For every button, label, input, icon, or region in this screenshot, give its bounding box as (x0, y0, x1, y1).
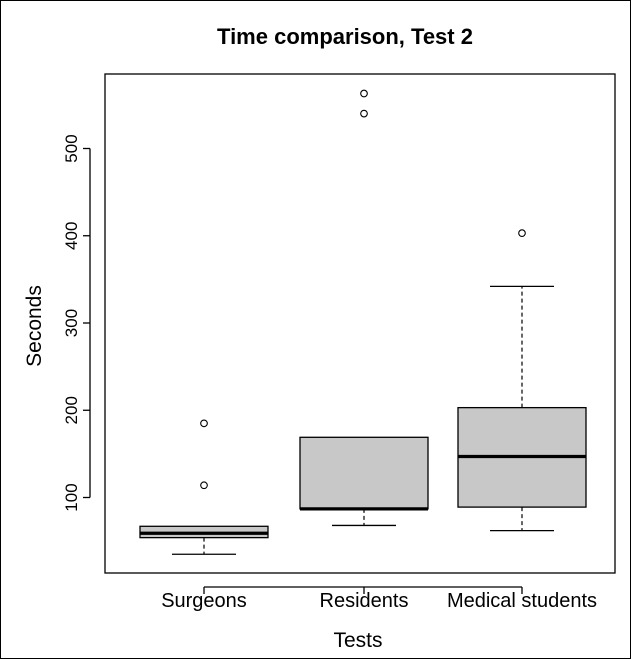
outlier-surgeons-1 (200, 481, 208, 490)
outlier-surgeons-2 (200, 419, 208, 428)
y-tick-label-400: 400 (62, 222, 81, 250)
chart-title: Time comparison, Test 2 (217, 24, 473, 49)
outlier-medical-students-1 (518, 229, 526, 237)
y-axis-label: Seconds (23, 285, 46, 367)
x-tick-label-medical-students: Medical students (447, 590, 597, 612)
plot-area-border (104, 73, 616, 574)
y-tick-label-100: 100 (62, 483, 81, 511)
x-axis-label: Tests (333, 629, 382, 652)
y-tick-label-200: 200 (62, 396, 81, 424)
outlier-residents-1 (360, 109, 368, 118)
y-tick-label-300: 300 (62, 309, 81, 337)
x-tick-label-surgeons: Surgeons (161, 590, 247, 612)
y-tick-label-500: 500 (62, 134, 81, 162)
outlier-residents-2 (360, 89, 368, 98)
x-tick-label-residents: Residents (320, 590, 409, 612)
box-residents (299, 436, 429, 510)
